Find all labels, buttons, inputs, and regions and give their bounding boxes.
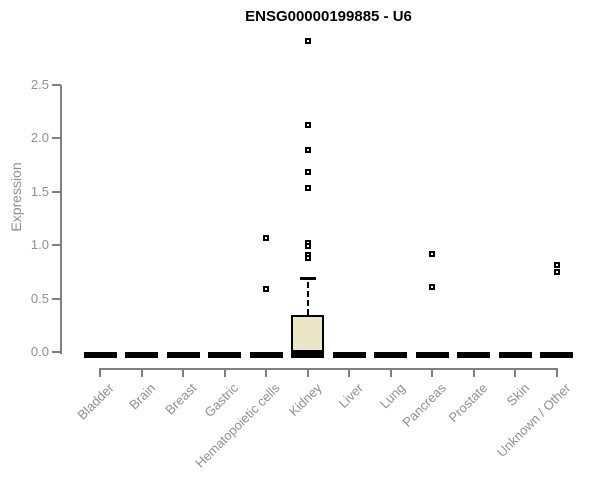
x-tick-label: Kidney: [285, 380, 325, 420]
outlier-point: [304, 168, 311, 175]
x-tick: [223, 370, 226, 377]
outlier-point: [304, 184, 311, 191]
median-line: [540, 352, 573, 358]
outlier-point: [304, 243, 311, 250]
whisker-cap: [299, 277, 316, 281]
x-tick-label: Brain: [126, 380, 159, 413]
x-tick: [182, 370, 184, 377]
box: [291, 314, 324, 352]
outlier-point: [553, 262, 560, 269]
x-tick-label: Skin: [503, 380, 532, 409]
x-tick: [348, 370, 350, 377]
median-line: [291, 352, 324, 358]
x-tick: [555, 370, 558, 377]
x-tick: [514, 370, 516, 377]
x-tick-label: Liver: [335, 380, 366, 411]
y-tick-label: 2.5: [30, 77, 49, 92]
median-line: [415, 352, 449, 358]
median-line: [249, 352, 283, 358]
median-line: [457, 352, 490, 358]
x-tick: [306, 370, 309, 377]
outlier-point: [553, 268, 560, 275]
outlier-point: [304, 255, 311, 262]
x-tick-label: Pancreas: [399, 380, 449, 430]
y-tick-label: 2.0: [30, 130, 49, 146]
median-line: [498, 352, 532, 358]
x-tick: [99, 370, 101, 377]
y-tick-label: 0.0: [30, 344, 49, 359]
x-tick-label: Hematopoietic cells: [192, 380, 283, 471]
y-tick-label: 1.5: [30, 183, 49, 199]
y-tick: [52, 190, 61, 193]
chart-title: ENSG00000199885 - U6: [245, 8, 412, 25]
median-line: [374, 352, 407, 358]
outlier-point: [429, 283, 435, 290]
x-tick: [472, 370, 475, 377]
outlier-point: [304, 147, 311, 154]
x-tick-label: Gastric: [201, 380, 242, 421]
median-line: [332, 352, 366, 358]
median-line: [208, 352, 241, 358]
x-tick: [265, 370, 267, 377]
y-tick-label: 0.5: [30, 290, 49, 306]
outlier-point: [429, 250, 435, 257]
x-axis-line: [99, 368, 558, 370]
outlier-point: [304, 121, 311, 128]
outlier-point: [263, 234, 269, 241]
y-tick-label: 1.0: [30, 237, 49, 253]
x-tick: [431, 370, 433, 377]
y-tick: [52, 244, 61, 247]
x-tick-label: Breast: [162, 380, 200, 418]
whisker: [306, 282, 309, 315]
x-tick-label: Bladder: [74, 380, 117, 423]
median-line: [166, 352, 200, 358]
outlier-point: [304, 38, 311, 45]
median-line: [125, 352, 158, 358]
x-tick-label: Prostate: [445, 380, 491, 426]
outlier-point: [263, 285, 269, 292]
y-axis-line: [60, 85, 62, 354]
x-tick: [140, 370, 143, 377]
x-tick-label: Lung: [376, 380, 408, 412]
y-tick: [52, 137, 61, 140]
y-tick: [52, 84, 61, 86]
y-tick: [52, 297, 61, 300]
x-tick-label: Unknown / Other: [493, 380, 574, 460]
x-tick: [389, 370, 392, 377]
y-tick: [52, 351, 61, 353]
median-line: [83, 352, 117, 358]
